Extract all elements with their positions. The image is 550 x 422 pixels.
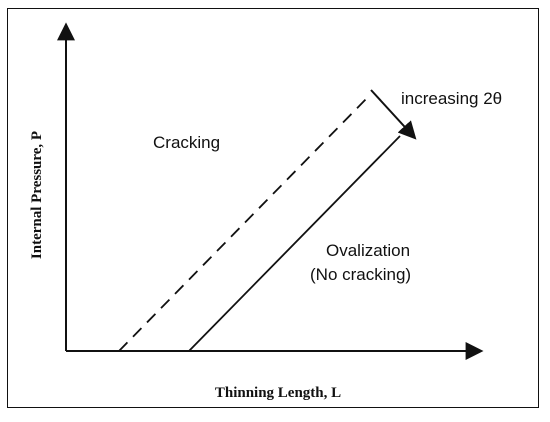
y-axis-label: Internal Pressure, P [29, 131, 45, 259]
trend-label: increasing 2θ [401, 89, 502, 108]
region-label-ovalization: Ovalization [326, 241, 410, 260]
region-label-no-cracking: (No cracking) [310, 265, 411, 284]
x-axis-label: Thinning Length, L [215, 385, 341, 401]
solid-boundary-line [188, 135, 401, 352]
increasing-trend-arrow [370, 89, 417, 140]
region-label-cracking: Cracking [153, 133, 220, 152]
figure-frame [7, 8, 539, 408]
